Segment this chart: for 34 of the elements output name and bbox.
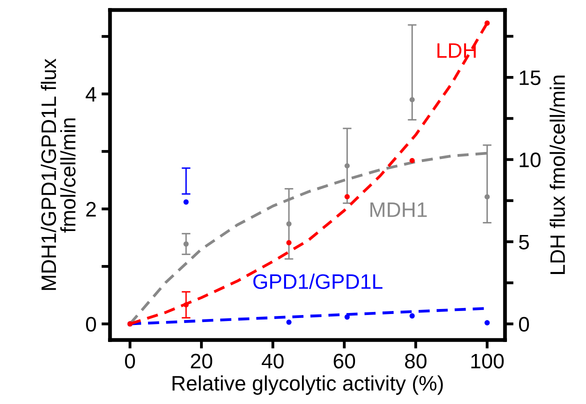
y-axis-title: MDH1/GPD1/GPD1L flux fmol/cell/min <box>40 58 76 290</box>
point <box>410 158 415 164</box>
point <box>484 20 490 26</box>
y-tick-label: 4 <box>86 87 96 102</box>
series-label: MDH1 <box>370 202 427 217</box>
point <box>183 199 189 205</box>
point <box>410 313 415 318</box>
y2-tick-label: 5 <box>519 234 529 250</box>
y2-tick-label: 0 <box>519 316 529 332</box>
x-tick-label: 80 <box>405 354 426 368</box>
y2-tick-label: 10 <box>520 152 541 168</box>
point <box>286 221 292 226</box>
series-label: GPD1/GPD1L <box>253 274 382 289</box>
point <box>410 97 415 102</box>
x-axis-title: Relative glycolytic activity (%) <box>172 375 443 395</box>
x-tick-label: 100 <box>471 354 504 368</box>
y-tick-label: 2 <box>86 202 96 216</box>
x-tick-label: 60 <box>334 354 356 368</box>
point <box>183 302 189 308</box>
point <box>286 320 292 325</box>
point <box>344 163 350 168</box>
y2-axis-title: LDH flux fmol/cell/min <box>550 76 565 274</box>
point <box>344 194 350 200</box>
series-label: LDH <box>437 43 476 58</box>
point <box>344 314 350 320</box>
point <box>286 240 292 246</box>
x-tick-label: 40 <box>262 354 284 368</box>
x-tick-label: 0 <box>125 354 135 368</box>
y2-tick-label: 15 <box>520 70 540 86</box>
y-tick-label: 0 <box>86 316 96 332</box>
x-tick-label: 20 <box>190 354 212 368</box>
point <box>183 241 189 247</box>
point <box>484 194 490 200</box>
point <box>484 320 490 326</box>
